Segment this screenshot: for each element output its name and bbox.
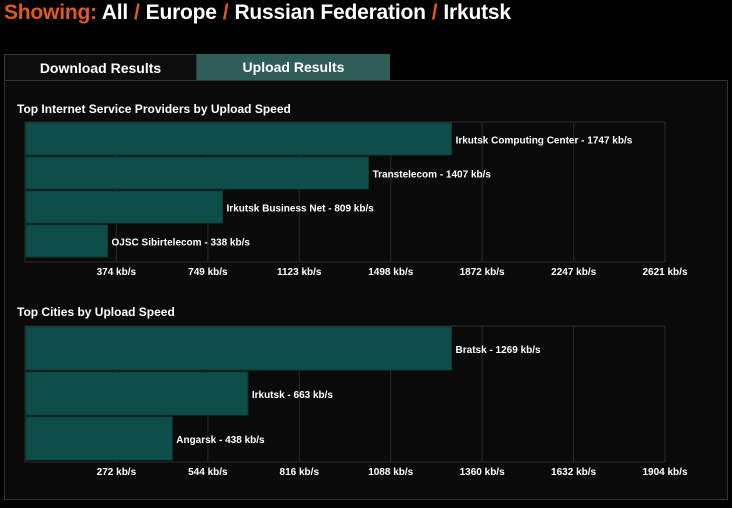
isp-bar-label: OJSC Sibirtelecom - 338 kb/s [112,238,251,249]
isp-x-tick-label: 1872 kb/s [460,267,505,278]
city-bar-label: Irkutsk - 663 kb/s [252,390,334,401]
isp-x-tick-label: 2621 kb/s [642,267,687,278]
isp-bar [25,156,370,190]
breadcrumb-separator: / [134,1,140,24]
isp-bar [25,190,224,224]
breadcrumb-item-country[interactable]: Russian Federation [234,1,426,24]
city-bar-label: Angarsk - 438 kb/s [176,435,265,446]
isp-bar-label: Irkutsk Computing Center - 1747 kb/s [456,136,633,147]
isp-x-tick-label: 1123 kb/s [277,267,322,278]
results-tabs: Download Results Upload Results [4,54,728,80]
breadcrumb-item-all[interactable]: All [101,1,128,24]
city-upload-chart: 272 kb/s 544 kb/s 816 kb/s 1088 kb/s 1360 kb… [24,325,688,478]
city-bar [25,371,249,416]
isp-upload-chart: 374 kb/s 749 kb/s 1123 kb/s 1498 kb/s 1872 k… [24,121,688,278]
isp-bar [25,122,453,156]
breadcrumb-item-city[interactable]: Irkutsk [443,1,511,24]
city-chart-title: Top Cities by Upload Speed [17,305,175,319]
isp-x-tick-label: 374 kb/s [97,267,137,278]
isp-bar [25,224,109,258]
isp-chart-title: Top Internet Service Providers by Upload… [17,102,291,116]
city-x-tick-label: 1632 kb/s [551,467,596,478]
tab-download-results[interactable]: Download Results [4,54,197,80]
isp-bar-label: Transtelecom - 1407 kb/s [373,170,492,181]
isp-bar-label: Irkutsk Business Net - 809 kb/s [227,204,375,215]
results-panel: Top Internet Service Providers by Upload… [4,80,728,500]
city-x-tick-label: 1360 kb/s [460,467,505,478]
city-bar-label: Bratsk - 1269 kb/s [456,345,541,356]
city-x-tick-label: 272 kb/s [97,467,137,478]
city-x-tick-label: 816 kb/s [280,467,320,478]
city-x-tick-label: 544 kb/s [188,467,228,478]
isp-x-tick-label: 1498 kb/s [368,267,413,278]
breadcrumb: Showing: All / Europe / Russian Federation / I… [4,1,511,27]
breadcrumb-item-region[interactable]: Europe [145,1,217,24]
city-bar [25,416,173,461]
tab-upload-results[interactable]: Upload Results [197,54,390,80]
city-x-tick-label: 1088 kb/s [368,467,413,478]
breadcrumb-separator: / [222,1,229,24]
isp-x-tick-label: 749 kb/s [188,267,228,278]
breadcrumb-label: Showing: [4,1,97,24]
breadcrumb-separator: / [431,1,438,24]
isp-x-tick-label: 2247 kb/s [551,267,596,278]
city-x-tick-label: 1904 kb/s [642,467,687,478]
city-bar [25,326,453,371]
